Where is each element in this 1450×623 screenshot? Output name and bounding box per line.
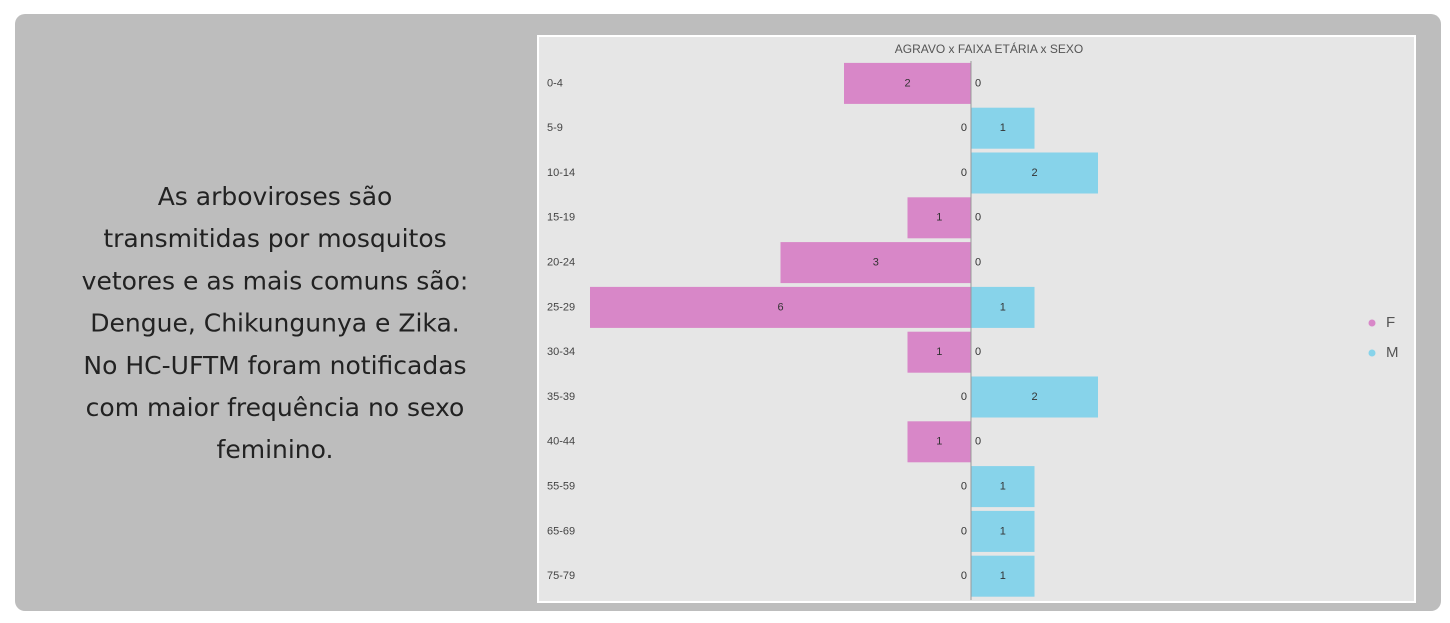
data-label: 0	[961, 525, 967, 537]
data-label: 1	[936, 436, 942, 448]
description-line: feminino.	[217, 435, 334, 464]
bar	[780, 242, 971, 284]
bar	[971, 152, 1098, 194]
y-tick-label: 75-79	[547, 570, 575, 582]
data-label: 0	[961, 481, 967, 493]
y-tick-label: 15-19	[547, 212, 575, 224]
data-label: 0	[975, 436, 981, 448]
y-tick-label: 25-29	[547, 301, 575, 313]
data-label: 1	[936, 346, 942, 358]
legend-marker	[1368, 319, 1376, 327]
y-tick-label: 40-44	[547, 436, 575, 448]
data-label: 0	[975, 77, 981, 89]
data-label: 1	[1000, 525, 1006, 537]
data-label: 1	[1000, 570, 1006, 582]
y-tick-label: 30-34	[547, 346, 575, 358]
y-tick-label: 0-4	[547, 77, 563, 89]
description-line: transmitidas por mosquitos	[103, 224, 446, 253]
description-line: Dengue, Chikungunya e Zika.	[90, 309, 459, 338]
data-label: 0	[975, 346, 981, 358]
y-tick-label: 35-39	[547, 391, 575, 403]
chart-title: AGRAVO x FAIXA ETÁRIA x SEXO	[895, 41, 1084, 56]
description-line: No HC-UFTM foram notificadas	[83, 351, 466, 380]
data-label: 1	[1000, 122, 1006, 134]
y-tick-label: 65-69	[547, 525, 575, 537]
data-label: 1	[936, 212, 942, 224]
description-line: As arboviroses são	[158, 182, 393, 211]
data-label: 6	[777, 301, 783, 313]
bar	[971, 466, 1035, 508]
data-label: 0	[961, 570, 967, 582]
bar	[590, 286, 971, 328]
y-tick-label: 10-14	[547, 167, 575, 179]
bar	[907, 421, 971, 463]
data-label: 2	[1031, 167, 1037, 179]
data-label: 3	[873, 257, 879, 269]
legend-marker	[1368, 349, 1376, 357]
data-label: 0	[961, 391, 967, 403]
data-label: 2	[904, 77, 910, 89]
bar	[971, 107, 1035, 149]
data-label: 1	[1000, 301, 1006, 313]
data-label: 1	[1000, 481, 1006, 493]
data-label: 0	[975, 212, 981, 224]
legend-label: F	[1386, 314, 1395, 331]
y-tick-label: 5-9	[547, 122, 563, 134]
description-line: vetores e as mais comuns são:	[82, 266, 469, 295]
data-label: 0	[961, 122, 967, 134]
data-label: 0	[975, 257, 981, 269]
data-label: 2	[1031, 391, 1037, 403]
bar	[971, 286, 1035, 328]
y-tick-label: 20-24	[547, 257, 575, 269]
bar	[971, 376, 1098, 418]
data-label: 0	[961, 167, 967, 179]
bar	[907, 331, 971, 373]
bar	[907, 197, 971, 239]
bar	[971, 510, 1035, 552]
bar	[844, 62, 971, 104]
bar	[971, 555, 1035, 597]
legend-label: M	[1386, 344, 1399, 361]
description-line: com maior frequência no sexo	[86, 393, 465, 422]
y-tick-label: 55-59	[547, 481, 575, 493]
